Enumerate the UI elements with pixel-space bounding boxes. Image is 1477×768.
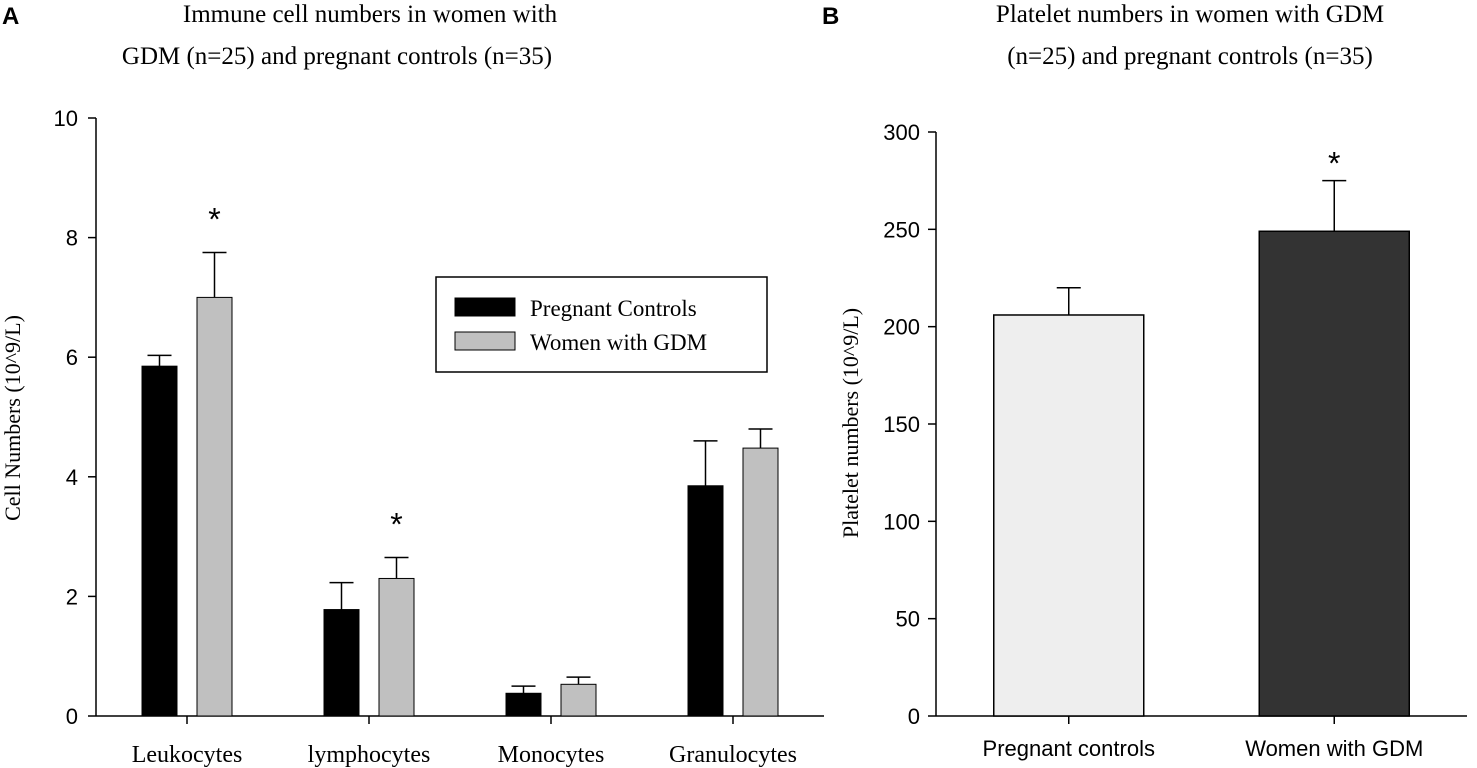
chart-a-y-tick-label: 6 bbox=[66, 345, 78, 370]
chart-a-bar bbox=[141, 365, 178, 717]
legend-label-gdm: Women with GDM bbox=[530, 330, 707, 355]
chart-a-bar bbox=[560, 683, 597, 717]
chart-b-title-line-2: (n=25) and pregnant controls (n=35) bbox=[1007, 43, 1373, 70]
chart-a-error-bar bbox=[147, 354, 172, 367]
chart-b-x-tick-label: Women with GDM bbox=[1245, 736, 1423, 761]
panel-a-label: A bbox=[2, 3, 19, 30]
legend-swatch-controls bbox=[454, 297, 516, 317]
chart-a-bar bbox=[742, 447, 779, 717]
chart-a-y-tick-label: 2 bbox=[66, 584, 78, 609]
chart-b-bar bbox=[993, 314, 1145, 717]
chart-a-y-tick-label: 8 bbox=[66, 226, 78, 251]
chart-a-legend: Pregnant Controls Women with GDM bbox=[435, 276, 768, 373]
chart-a-significance-marker: * bbox=[208, 202, 220, 238]
chart-b-y-tick-label: 100 bbox=[883, 509, 920, 534]
chart-b-bar bbox=[1258, 230, 1410, 717]
legend-swatch-gdm bbox=[454, 331, 516, 351]
chart-a-error-bar bbox=[384, 556, 409, 579]
chart-b-marks: * bbox=[993, 146, 1410, 717]
chart-b-error-bar bbox=[1322, 179, 1347, 232]
panel-b-label: B bbox=[822, 3, 839, 30]
chart-a-x-tick-label: Granulocytes bbox=[669, 742, 797, 768]
chart-a-significance-marker: * bbox=[390, 507, 402, 543]
legend-frame bbox=[435, 276, 768, 373]
chart-a-y-tick-label: 0 bbox=[66, 704, 78, 729]
chart-a-x-tick-label: Monocytes bbox=[498, 742, 605, 768]
chart-a-x-tick-label: Leukocytes bbox=[132, 742, 243, 768]
legend-label-controls: Pregnant Controls bbox=[530, 296, 697, 321]
chart-b-y-tick-label: 300 bbox=[883, 120, 920, 145]
chart-a-x-tick-label: lymphocytes bbox=[308, 742, 431, 768]
chart-a-bar bbox=[687, 485, 724, 717]
chart-a-title-line-2: GDM (n=25) and pregnant controls (n=35) bbox=[122, 43, 552, 70]
chart-b-y-tick-label: 200 bbox=[883, 315, 920, 340]
chart-b-y-tick-label: 250 bbox=[883, 217, 920, 242]
chart-b-y-axis-label: Platelet numbers (10^9/L) bbox=[838, 308, 863, 538]
chart-b-error-bar bbox=[1056, 286, 1081, 315]
chart-a-error-bar bbox=[329, 581, 354, 610]
chart-b-y-tick-label: 150 bbox=[883, 412, 920, 437]
chart-a-bar bbox=[196, 296, 233, 717]
chart-a-axes: 0 2 4 6 8 10 Leukocytes lymphocytes Monocytes Gra… bbox=[54, 106, 824, 768]
chart-a-bar bbox=[378, 577, 415, 717]
chart-b-x-tick-label: Pregnant controls bbox=[983, 736, 1155, 761]
chart-b-title-line-1: Platelet numbers in women with GDM bbox=[996, 1, 1384, 28]
chart-a-title-line-1: Immune cell numbers in women with bbox=[183, 1, 558, 28]
chart-a-error-bar bbox=[748, 428, 773, 449]
chart-a-marks: ** bbox=[141, 202, 779, 717]
chart-a-y-tick-label: 4 bbox=[66, 465, 78, 490]
chart-a-y-tick-label: 10 bbox=[54, 106, 78, 131]
chart-b-significance-marker: * bbox=[1328, 146, 1340, 182]
chart-b-y-tick-label: 0 bbox=[908, 704, 920, 729]
chart-a-error-bar bbox=[202, 251, 227, 298]
chart-b-y-tick-label: 50 bbox=[896, 607, 920, 632]
chart-a-bar bbox=[505, 692, 542, 717]
chart-a-error-bar bbox=[511, 685, 536, 694]
chart-a-bar bbox=[323, 609, 360, 717]
chart-a-error-bar bbox=[566, 676, 591, 685]
chart-a-error-bar bbox=[693, 440, 718, 486]
chart-a-y-axis-label: Cell Numbers (10^9/L) bbox=[0, 315, 25, 521]
